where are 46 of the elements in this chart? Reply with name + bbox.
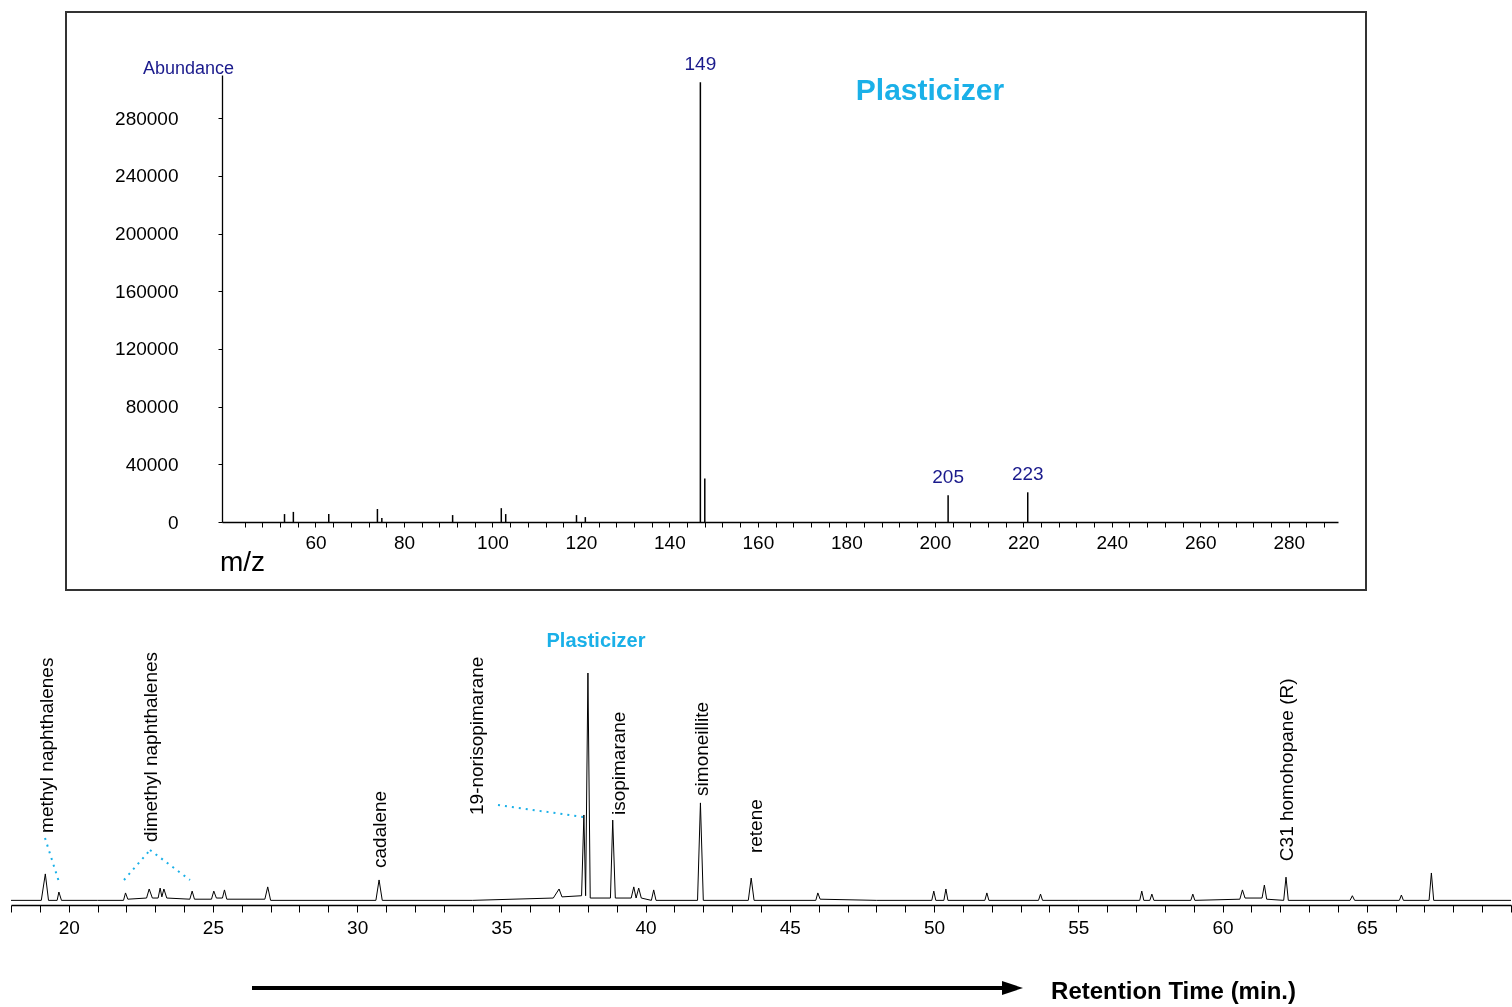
y-tick-label: 80000 <box>125 396 179 418</box>
x-tick-label: 180 <box>831 531 863 553</box>
annotation: 205 <box>932 466 964 488</box>
x-axis-title: Retention Time (min.) <box>1051 976 1296 1004</box>
chart-title: Plasticizer <box>546 629 646 651</box>
x-tick-label: 60 <box>305 531 327 553</box>
y-tick-label: 40000 <box>125 453 179 475</box>
chart-title: Plasticizer <box>855 73 1005 106</box>
y-axis-title: Abundance <box>142 57 235 78</box>
x-tick-label: 55 <box>1068 916 1090 938</box>
x-tick-label: 220 <box>1007 531 1040 553</box>
annotation: 223 <box>1011 463 1044 485</box>
y-tick-label: 200000 <box>115 223 179 245</box>
x-tick-label: 240 <box>1096 531 1129 553</box>
y-tick-label: 240000 <box>115 165 179 187</box>
x-tick-label: 160 <box>742 531 775 553</box>
x-tick-label: 45 <box>779 916 801 938</box>
annotation: dimethyl naphthalenes <box>140 651 162 843</box>
x-tick-label: 280 <box>1273 531 1306 553</box>
x-tick-label: 120 <box>565 531 598 553</box>
x-tick-label: 25 <box>202 916 224 938</box>
x-axis-title: m/z <box>219 545 266 577</box>
x-tick-label: 30 <box>347 916 369 938</box>
annotation: 149 <box>684 53 717 75</box>
x-tick-label: 260 <box>1184 531 1217 553</box>
x-tick-label: 200 <box>919 531 952 553</box>
y-tick-label: 120000 <box>115 338 179 360</box>
x-tick-label: 35 <box>491 916 513 938</box>
y-tick-label: 280000 <box>115 107 179 129</box>
x-tick-label: 100 <box>477 531 509 553</box>
x-tick-label: 40 <box>635 916 657 938</box>
annotation: methyl naphthalenes <box>36 657 58 833</box>
y-tick-label: 0 <box>167 511 179 533</box>
x-tick-label: 20 <box>58 916 80 938</box>
x-tick-label: 60 <box>1212 916 1234 938</box>
annotation: retene <box>745 799 767 854</box>
annotation: simoneillite <box>691 701 713 796</box>
x-tick-label: 50 <box>924 916 946 938</box>
y-tick-label: 160000 <box>115 280 179 302</box>
annotation: 19-norisopimarane <box>465 656 487 815</box>
x-tick-label: 140 <box>654 531 686 553</box>
annotation: isopimarane <box>607 711 629 816</box>
x-tick-label: 80 <box>393 531 416 553</box>
x-tick-label: 65 <box>1356 916 1378 938</box>
annotation: C31 homohopane (R) <box>1276 678 1297 862</box>
annotation: cadalene <box>369 790 391 868</box>
